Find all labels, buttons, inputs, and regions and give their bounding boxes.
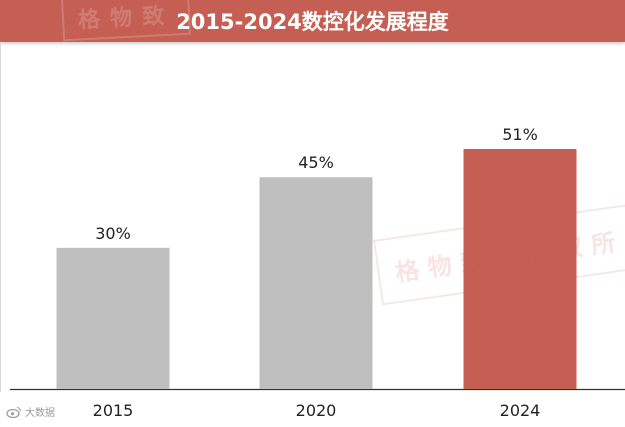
- left-border-line: [0, 42, 1, 392]
- weibo-icon: [6, 406, 22, 418]
- bar-2020: [259, 177, 373, 389]
- data-label-2015: 30%: [95, 224, 131, 243]
- x-tick-label-2024: 2024: [500, 401, 541, 420]
- chart-title: 2015-2024数控化发展程度: [176, 10, 449, 34]
- x-tick-label-2015: 2015: [93, 401, 134, 420]
- bar-2015: [56, 247, 170, 389]
- data-label-2020: 45%: [298, 153, 334, 172]
- chart-title-bar: 格物致 2015-2024数控化发展程度: [0, 0, 625, 42]
- data-label-2024: 51%: [502, 125, 538, 144]
- footer-brand-text: 大数据: [25, 408, 55, 419]
- footer-logo: 大数据: [6, 404, 55, 419]
- bar-2024: [463, 149, 577, 389]
- x-tick-label-2020: 2020: [296, 401, 337, 420]
